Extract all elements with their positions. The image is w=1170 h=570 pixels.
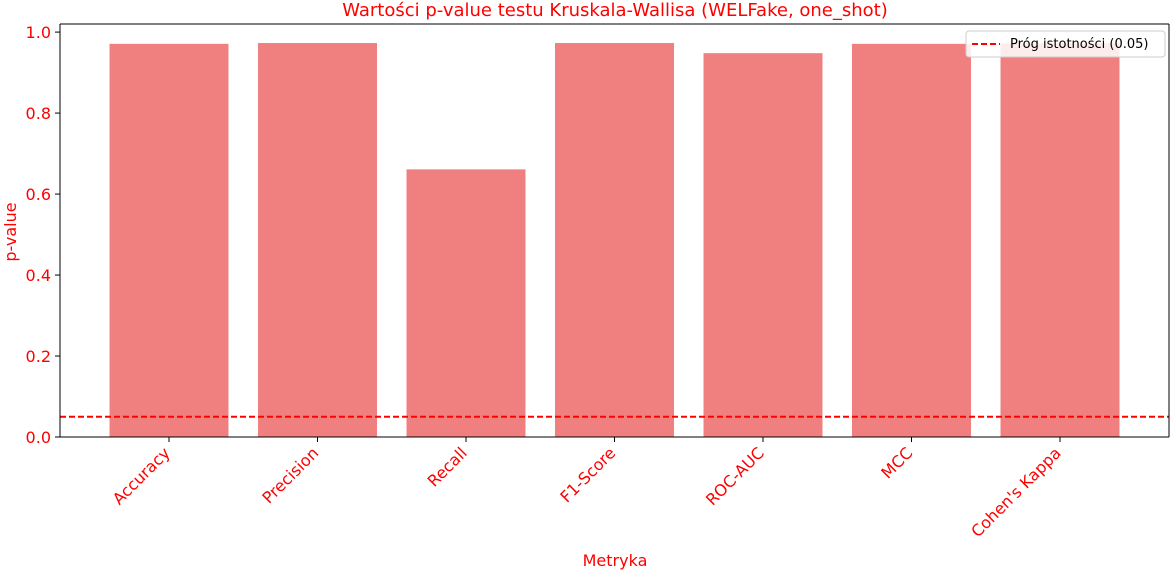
x-tick-label: Cohen's Kappa <box>967 443 1065 541</box>
bar-roc-auc <box>703 53 823 437</box>
bar-cohen-s-kappa <box>1000 43 1120 437</box>
x-tick-label: Recall <box>424 443 471 490</box>
bar-precision <box>258 43 377 437</box>
bar-accuracy <box>109 43 229 437</box>
legend-box <box>965 30 1166 58</box>
x-tick-label: MCC <box>877 443 916 482</box>
y-tick-label: 0.2 <box>26 347 51 366</box>
legend-threshold-label: Próg istotności (0.05) <box>1010 37 1149 52</box>
x-tick-label: ROC-AUC <box>702 443 768 509</box>
chart-title: Wartości p-value testu Kruskala-Wallisa … <box>342 0 888 21</box>
bar-f1-score <box>555 43 674 437</box>
x-axis-label: Metryka <box>583 551 648 570</box>
x-tick-label: F1-Score <box>556 443 619 506</box>
y-tick-label: 0.8 <box>26 104 51 123</box>
y-tick-label: 0.4 <box>26 266 51 285</box>
legend: Próg istotności (0.05) <box>965 30 1166 58</box>
x-tick-label: Precision <box>258 443 322 507</box>
y-tick-label: 0.0 <box>26 428 51 447</box>
x-tick-label: Accuracy <box>109 443 174 508</box>
y-axis-label: p-value <box>1 202 20 261</box>
y-tick-label: 0.6 <box>26 185 51 204</box>
bar-recall <box>406 169 526 437</box>
y-tick-label: 1.0 <box>26 23 51 42</box>
bars-group <box>109 43 1120 437</box>
bar-mcc <box>852 43 971 437</box>
